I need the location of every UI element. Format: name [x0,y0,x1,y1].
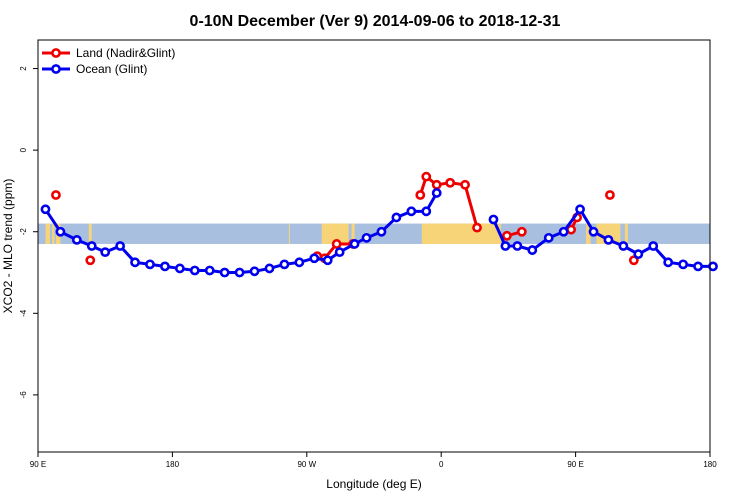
y-tick-label-2: -2 [19,228,28,236]
series-1-point-41 [678,259,689,270]
x-tick-label-4: 90 E [567,460,583,469]
series-1-point-40 [663,257,674,268]
land-patch-6 [351,223,355,244]
series-1-point-36 [603,234,614,245]
land-patch-9 [596,223,621,244]
series-layer [40,171,718,278]
series-1-point-24 [391,212,402,223]
series-0-point-11 [472,222,482,233]
series-1-point-23 [376,226,387,237]
series-1-point-31 [527,245,538,255]
series-1-point-27 [431,188,442,198]
series-1-point-1 [55,226,66,237]
series-1-point-25 [406,206,417,217]
series-1-point-18 [309,253,320,264]
series-1-point-32 [543,232,554,243]
chart-title: 0-10N December (Ver 9) 2014-09-06 to 201… [190,13,561,30]
series-0-point-8 [431,179,442,190]
y-tick-label-3: -4 [19,309,28,317]
series-1-point-39 [648,241,659,251]
y-tick-label-4: -6 [19,391,28,399]
y-axis-label: XCO2 - MLO trend (ppm) [1,179,15,314]
land-patch-4 [288,223,290,244]
series-1-point-21 [349,239,360,249]
series-1-point-26 [421,206,432,217]
land-patch-10 [624,223,628,244]
series-0-point-4 [331,239,342,249]
legend: Land (Nadir&Glint) Ocean (Glint) [42,46,175,76]
x-tick-label-5: 180 [703,460,717,469]
series-1-point-28 [488,214,499,225]
series-1-point-33 [558,226,569,237]
series-1-line-0 [44,192,439,275]
series-1-line-1 [492,207,713,268]
series-1-point-13 [234,267,245,278]
series-1-point-6 [130,257,140,268]
plot-frame [37,39,711,453]
series-0-point-6 [415,190,426,200]
series-0-point-16 [605,190,615,200]
y-tick-label-0: 2 [19,66,28,71]
series-1-point-20 [334,247,345,258]
series-0-point-12 [502,230,512,241]
series-0-point-1 [85,255,96,266]
land-patch-5 [321,223,349,244]
series-1 [40,188,718,278]
series-1-point-11 [204,265,215,276]
land-patch-1 [52,223,55,244]
land-patch-0 [45,223,50,244]
series-1-point-38 [633,249,644,260]
series-1-point-17 [294,257,305,268]
land-patch-7 [421,223,501,244]
series-1-point-10 [189,265,200,276]
series-0-point-7 [421,171,432,182]
series-1-point-7 [145,259,155,270]
series-1-point-15 [264,263,275,274]
land-patch-3 [88,223,92,244]
series-1-point-42 [693,261,703,272]
series-1-point-19 [322,255,333,266]
series-0-point-10 [460,179,470,190]
series-1-point-8 [160,261,170,272]
series-1-point-4 [100,247,111,258]
series-1-point-0 [40,204,51,215]
series-1-point-9 [174,263,185,274]
series-0-point-13 [516,226,527,237]
series-1-point-16 [279,259,290,270]
series-1-point-29 [500,241,511,251]
land-patch-8 [586,223,591,244]
x-tick-label-3: 0 [439,460,444,469]
series-1-point-22 [361,232,372,243]
x-tick-label-2: 90 W [297,460,316,469]
series-0-point-9 [445,177,456,188]
series-1-point-2 [71,234,82,245]
series-1-point-35 [588,226,599,237]
legend-label-0: Land (Nadir&Glint) [76,46,175,60]
series-1-point-14 [249,266,260,277]
x-tick-label-0: 90 E [30,460,46,469]
series-1-point-34 [575,204,585,215]
series-0-point-0 [51,190,61,200]
legend-label-1: Ocean (Glint) [76,62,147,76]
series-1-point-30 [512,241,523,251]
y-axis: 2 0 -2 -4 -6 [19,66,38,399]
series-1-point-43 [708,261,718,272]
series-0-point-17 [628,255,639,266]
legend-swatch-point-1 [51,64,61,74]
x-axis: 90 E 180 90 W 0 90 E 180 [30,452,717,469]
x-axis-label: Longitude (deg E) [326,477,421,491]
series-1-point-3 [86,241,97,251]
legend-swatch-point-0 [51,48,61,58]
series-1-point-5 [115,241,126,251]
y-tick-label-1: 0 [19,147,28,152]
x-tick-label-1: 180 [166,460,180,469]
series-1-point-12 [219,267,230,278]
series-1-point-37 [618,241,629,251]
